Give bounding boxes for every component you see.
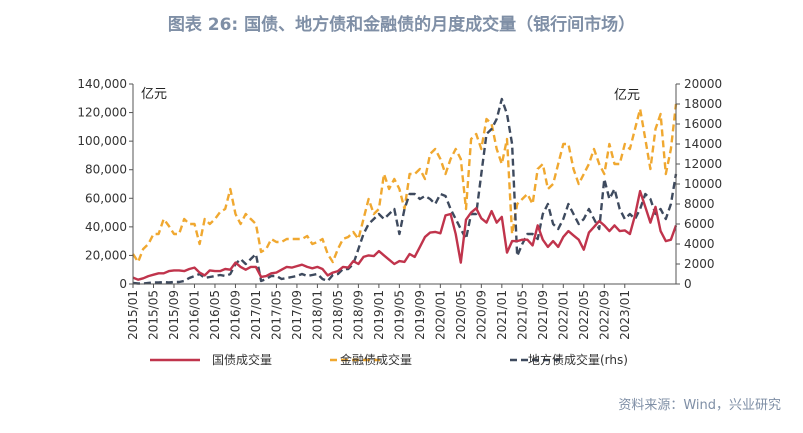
x-tick-label: 2017/09	[290, 290, 304, 340]
x-tick-label: 2016/01	[187, 290, 201, 340]
chart-title: 图表 26: 国债、地方债和金融债的月度成交量（银行间市场）	[167, 15, 636, 35]
right-tick-label: 4000	[684, 237, 715, 251]
right-tick-label: 8000	[684, 197, 715, 211]
x-tick-label: 2021/09	[536, 290, 550, 340]
right-tick-label: 16000	[684, 117, 722, 131]
right-tick-label: 18000	[684, 97, 722, 111]
left-tick-label: 20,000	[85, 248, 127, 262]
x-tick-label: 2019/01	[372, 290, 386, 340]
right-tick-label: 0	[684, 277, 692, 291]
left-tick-label: 40,000	[85, 220, 127, 234]
left-tick-label: 100,000	[77, 134, 127, 148]
x-tick-label: 2022/05	[577, 290, 591, 340]
left-tick-label: 0	[119, 277, 127, 291]
ticks-layer: 0 20,000 40,000 60,000 80,000 100,000 120,000 1…	[77, 77, 722, 340]
right-tick-label: 6000	[684, 217, 715, 231]
right-tick-label: 14000	[684, 137, 722, 151]
series-line-0	[132, 189, 678, 281]
x-tick-label: 2017/05	[269, 290, 283, 340]
x-tick-label: 2022/01	[556, 290, 570, 340]
x-tick-label: 2020/01	[433, 290, 447, 340]
x-tick-label: 2023/01	[618, 290, 632, 340]
series-layer	[131, 97, 678, 285]
x-tick-label: 2021/01	[495, 290, 509, 340]
x-tick-label: 2021/05	[515, 290, 529, 340]
legend-label: 金融债成交量	[340, 352, 412, 367]
x-tick-label: 2020/09	[474, 290, 488, 340]
x-tick-label: 2015/09	[167, 290, 181, 340]
left-tick-label: 120,000	[77, 106, 127, 120]
x-tick-label: 2016/09	[228, 290, 242, 340]
x-tick-label: 2020/05	[454, 290, 468, 340]
left-tick-label: 80,000	[85, 163, 127, 177]
right-axis-unit: 亿元	[614, 88, 640, 103]
series-line-2	[132, 97, 678, 285]
right-tick-label: 2000	[684, 257, 715, 271]
axes-layer	[132, 84, 677, 285]
x-tick-label: 2015/05	[146, 290, 160, 340]
x-tick-label: 2019/05	[392, 290, 406, 340]
x-tick-label: 2015/01	[126, 290, 140, 340]
legend-label: 地方债成交量(rhs)	[528, 352, 628, 367]
x-tick-label: 2018/09	[351, 290, 365, 340]
series-line-1	[131, 103, 678, 264]
right-tick-label: 20000	[684, 77, 722, 91]
left-tick-label: 140,000	[77, 77, 127, 91]
source-note: 资料来源：Wind，兴业研究	[618, 398, 781, 413]
legend: 国债成交量 金融债成交量 地方债成交量(rhs)	[150, 352, 628, 367]
x-tick-label: 2017/01	[249, 290, 263, 340]
left-tick-label: 60,000	[85, 191, 127, 205]
x-tick-label: 2022/09	[597, 290, 611, 340]
right-tick-label: 10000	[684, 177, 722, 191]
left-axis-unit: 亿元	[141, 87, 167, 102]
right-tick-label: 12000	[684, 157, 722, 171]
legend-label: 国债成交量	[212, 352, 272, 367]
x-tick-label: 2018/05	[331, 290, 345, 340]
x-tick-label: 2019/09	[413, 290, 427, 340]
x-tick-label: 2018/01	[310, 290, 324, 340]
x-tick-label: 2016/05	[208, 290, 222, 340]
